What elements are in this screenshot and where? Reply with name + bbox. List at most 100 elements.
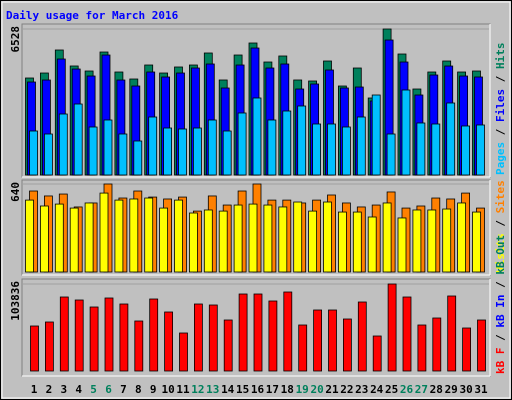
bar bbox=[148, 116, 158, 176]
bar bbox=[442, 208, 452, 273]
bar bbox=[73, 103, 83, 176]
bar bbox=[278, 206, 288, 273]
x-tick-label: 11 bbox=[176, 383, 190, 396]
bar bbox=[297, 105, 307, 176]
bar bbox=[402, 296, 412, 372]
bar bbox=[477, 319, 486, 372]
bar bbox=[179, 332, 188, 372]
bar bbox=[431, 123, 441, 176]
x-tick-label: 12 bbox=[191, 383, 204, 396]
bar bbox=[328, 309, 337, 372]
bar bbox=[357, 301, 367, 372]
x-tick-label: 9 bbox=[150, 383, 157, 396]
bar bbox=[218, 210, 228, 273]
bar bbox=[386, 133, 396, 176]
bar bbox=[352, 211, 362, 273]
legend-entry: Pages bbox=[494, 142, 507, 175]
bar bbox=[313, 309, 323, 372]
bar bbox=[69, 207, 79, 273]
x-tick-label: 25 bbox=[385, 383, 398, 396]
x-tick-label: 18 bbox=[281, 383, 294, 396]
x-tick-label: 5 bbox=[90, 383, 97, 396]
x-tick-label: 16 bbox=[251, 383, 265, 396]
x-tick-label: 19 bbox=[296, 383, 309, 396]
bar bbox=[282, 110, 292, 176]
bar bbox=[118, 133, 128, 176]
x-tick-label: 10 bbox=[161, 383, 174, 396]
bar bbox=[416, 122, 426, 176]
bar bbox=[312, 123, 322, 176]
bar bbox=[432, 317, 442, 372]
bar bbox=[84, 202, 94, 273]
bar bbox=[192, 127, 202, 176]
bar bbox=[54, 203, 64, 273]
bar bbox=[30, 325, 39, 372]
bar bbox=[462, 327, 472, 372]
bar bbox=[193, 303, 203, 372]
x-tick-label: 2 bbox=[46, 383, 53, 396]
chart-title: Daily usage for March 2016 bbox=[6, 9, 179, 22]
bar bbox=[29, 130, 38, 176]
bar bbox=[45, 321, 54, 372]
legend-separator: / bbox=[494, 213, 507, 233]
bar bbox=[476, 124, 485, 176]
x-tick-label: 4 bbox=[75, 383, 82, 396]
bar bbox=[253, 293, 263, 372]
bar bbox=[129, 198, 139, 273]
bar bbox=[134, 320, 144, 372]
bar bbox=[263, 204, 273, 273]
bar bbox=[447, 295, 457, 372]
bar bbox=[149, 298, 159, 372]
bar bbox=[103, 119, 113, 176]
bar bbox=[298, 324, 308, 372]
bar bbox=[371, 94, 381, 176]
bar bbox=[144, 197, 154, 273]
x-tick-label: 20 bbox=[310, 383, 323, 396]
bar bbox=[337, 211, 347, 273]
x-tick-label: 6 bbox=[105, 383, 112, 396]
bar bbox=[114, 199, 124, 273]
legend-entry: Sites bbox=[494, 180, 507, 213]
legend-entry: kB F bbox=[494, 348, 507, 375]
bar bbox=[223, 319, 233, 372]
bar bbox=[401, 89, 411, 176]
bar bbox=[252, 97, 262, 176]
y-tick-label: 6528 bbox=[9, 26, 22, 53]
legend: Visits / Sites bbox=[494, 180, 507, 273]
x-tick-label: 28 bbox=[430, 383, 443, 396]
bar bbox=[25, 199, 34, 273]
bar bbox=[387, 283, 397, 372]
x-tick-label: 30 bbox=[459, 383, 472, 396]
bar bbox=[283, 291, 293, 372]
bar bbox=[188, 212, 198, 273]
x-tick-label: 14 bbox=[221, 383, 235, 396]
bar bbox=[457, 202, 467, 273]
legend-entry: kB Out bbox=[494, 235, 507, 275]
bar bbox=[268, 300, 278, 372]
y-tick-label: 640 bbox=[9, 182, 22, 202]
bar bbox=[104, 297, 114, 372]
x-tick-label: 27 bbox=[415, 383, 428, 396]
x-tick-label: 13 bbox=[206, 383, 219, 396]
bar bbox=[178, 128, 187, 176]
bar bbox=[323, 201, 332, 273]
x-tick-label: 24 bbox=[370, 383, 384, 396]
legend-entry: Visits bbox=[494, 233, 507, 273]
bar bbox=[356, 116, 366, 176]
bar bbox=[237, 112, 247, 176]
bar bbox=[208, 304, 218, 372]
bar bbox=[367, 216, 377, 273]
legend: Pages / Files / Hits bbox=[494, 43, 507, 176]
x-tick-label: 21 bbox=[325, 383, 339, 396]
bar bbox=[207, 119, 217, 176]
bar bbox=[382, 202, 392, 273]
bar bbox=[427, 209, 437, 273]
x-tick-label: 31 bbox=[474, 383, 488, 396]
bar bbox=[174, 199, 183, 273]
bar bbox=[446, 102, 456, 176]
bar bbox=[59, 296, 69, 372]
legend: kB F / kB In / kB Out bbox=[494, 235, 507, 374]
